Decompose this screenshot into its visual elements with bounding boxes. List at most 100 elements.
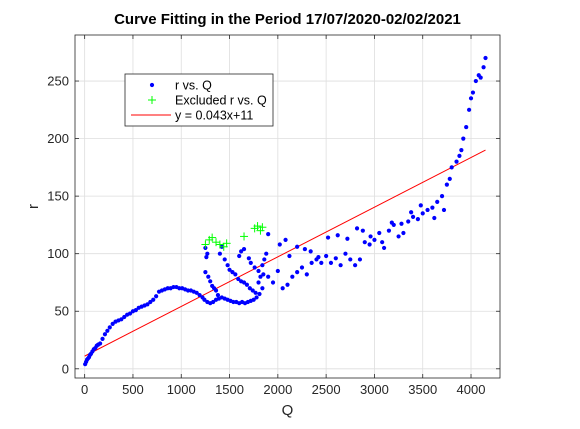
fit-line-layer xyxy=(84,149,486,357)
x-tick-label: 1500 xyxy=(215,382,244,397)
data-point xyxy=(302,246,307,252)
data-point xyxy=(396,234,401,239)
data-point xyxy=(171,284,176,290)
data-point xyxy=(367,242,372,247)
data-point xyxy=(357,257,363,262)
data-point xyxy=(277,242,282,247)
data-point xyxy=(354,226,360,231)
data-point xyxy=(230,270,235,275)
plot-area xyxy=(74,34,501,379)
excluded-point xyxy=(201,240,210,249)
data-point xyxy=(204,255,209,260)
data-point xyxy=(248,260,253,265)
data-point xyxy=(119,317,124,322)
data-point xyxy=(231,299,236,305)
data-point xyxy=(202,297,207,302)
data-point xyxy=(280,286,285,291)
data-point xyxy=(409,210,414,215)
data-point xyxy=(324,253,329,259)
data-point xyxy=(457,153,462,158)
data-point xyxy=(435,199,440,204)
data-point xyxy=(459,148,464,153)
legend-marker-included xyxy=(149,82,155,88)
data-point xyxy=(239,249,244,254)
data-point xyxy=(244,282,250,287)
data-point xyxy=(430,205,435,210)
data-point xyxy=(107,325,112,330)
data-point xyxy=(127,311,133,316)
data-point xyxy=(439,194,445,199)
x-axis-title: Q xyxy=(282,402,294,419)
data-point xyxy=(236,276,241,282)
data-point xyxy=(148,299,153,305)
data-point xyxy=(222,257,227,262)
data-point xyxy=(483,55,488,61)
x-tick-label: 0 xyxy=(81,382,88,397)
data-point xyxy=(481,65,486,70)
data-point xyxy=(213,288,219,293)
data-point xyxy=(466,107,472,112)
data-point xyxy=(233,272,238,277)
data-point xyxy=(295,244,300,249)
data-point xyxy=(470,90,476,95)
data-point xyxy=(360,228,365,233)
data-point xyxy=(287,253,292,259)
data-point xyxy=(380,240,385,245)
legend-label-fit: y = 0.043x+11 xyxy=(175,109,253,123)
excluded-point xyxy=(253,222,262,231)
data-point xyxy=(208,279,213,284)
excluded-point xyxy=(240,232,249,241)
data-point xyxy=(425,207,430,213)
data-point xyxy=(133,307,138,313)
legend: r vs. Q Excluded r vs. Q y = 0.043x+11 xyxy=(124,73,274,127)
data-point xyxy=(247,286,252,291)
data-point xyxy=(386,228,392,233)
y-tick-label: 200 xyxy=(47,131,69,146)
data-point xyxy=(185,288,191,293)
data-point xyxy=(399,221,404,226)
data-point xyxy=(461,136,466,141)
data-point xyxy=(441,207,447,213)
data-point xyxy=(389,220,394,225)
data-point xyxy=(154,294,159,299)
x-tick-label: 1000 xyxy=(167,382,196,397)
data-points-layer xyxy=(83,55,488,367)
data-point xyxy=(473,78,478,84)
data-point xyxy=(197,293,202,298)
x-tick-label: 500 xyxy=(122,382,144,397)
data-point xyxy=(325,235,331,240)
data-point xyxy=(225,263,230,268)
data-point xyxy=(304,272,309,277)
data-point xyxy=(335,233,340,238)
legend-label-included: r vs. Q xyxy=(175,79,212,93)
data-point xyxy=(151,297,156,302)
data-point xyxy=(348,257,353,262)
data-point xyxy=(295,270,300,275)
data-point xyxy=(309,260,314,265)
data-point xyxy=(285,282,290,287)
data-point xyxy=(217,251,222,256)
data-point xyxy=(264,251,269,256)
data-point xyxy=(343,251,348,256)
data-point xyxy=(211,299,216,305)
data-point xyxy=(266,232,271,237)
data-point xyxy=(372,237,377,242)
data-point xyxy=(415,217,420,222)
data-point xyxy=(362,240,367,245)
x-tick-label: 4000 xyxy=(457,382,486,397)
data-point xyxy=(353,263,358,268)
tick-labels: 0 500 1000 1500 2000 2500 3000 3500 4000 0 50 100 15… xyxy=(47,35,500,397)
data-point xyxy=(215,293,221,298)
chart-title: Curve Fitting in the Period 17/07/2020-0… xyxy=(114,11,461,28)
data-point xyxy=(418,203,423,208)
data-point xyxy=(290,274,295,279)
data-point xyxy=(252,265,257,270)
data-point xyxy=(464,124,469,130)
data-point xyxy=(110,321,115,327)
x-tick-label: 3500 xyxy=(408,382,437,397)
data-point xyxy=(447,176,452,181)
excluded-point xyxy=(222,239,231,248)
data-point xyxy=(105,328,110,333)
data-point xyxy=(227,267,232,272)
